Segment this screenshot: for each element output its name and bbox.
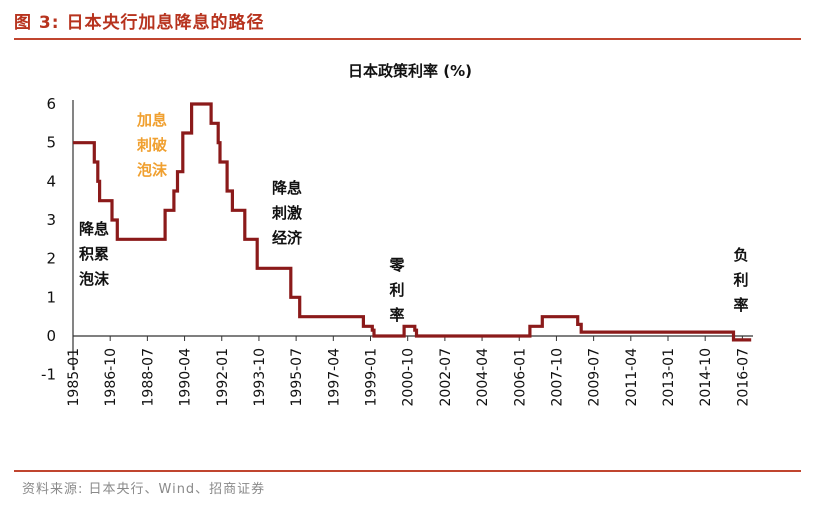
x-tick-label: 2007-10 (549, 348, 565, 407)
y-tick-label: 2 (46, 250, 56, 268)
annotation-line: 降息 (79, 220, 109, 238)
figure-header: 图 3: 日本央行加息降息的路径 (14, 6, 801, 40)
x-tick-label: 2002-07 (438, 348, 454, 407)
y-tick-label: 4 (46, 172, 56, 190)
annotation-line: 泡沫 (137, 161, 168, 179)
x-tick-label: 1990-04 (178, 348, 194, 407)
x-tick-label: 1993-10 (252, 348, 268, 407)
figure-source: 资料来源: 日本央行、Wind、招商证券 (22, 482, 266, 497)
y-tick-label: 5 (46, 134, 56, 152)
annotation-line: 降息 (272, 179, 302, 197)
x-tick-label: 1988-07 (140, 348, 156, 407)
y-tick-label: -1 (41, 366, 56, 384)
x-tick-label: 2000-10 (401, 348, 417, 407)
annotation-line: 零 (388, 256, 405, 274)
annotation: 负利率 (733, 246, 748, 314)
y-tick-label: 6 (46, 95, 56, 113)
annotation-line: 率 (733, 296, 748, 314)
x-tick-label: 2004-04 (475, 348, 491, 407)
figure-title: 图 3: 日本央行加息降息的路径 (14, 13, 265, 33)
annotation-line: 利 (733, 271, 748, 289)
annotation: 加息刺破泡沫 (136, 111, 168, 179)
annotation-line: 刺破 (137, 136, 167, 154)
policy-rate-chart: 日本政策利率 (%) 6 5 4 3 2 1 0 -1 1985-01 1986-10 1988-… (41, 62, 753, 407)
annotation-line: 利 (389, 281, 404, 299)
chart-title: 日本政策利率 (%) (348, 62, 472, 80)
x-tick-marks (72, 336, 743, 341)
x-tick-label: 1985-01 (66, 348, 82, 407)
policy-rate-series (73, 102, 752, 342)
footer-divider (14, 470, 801, 472)
x-tick-label: 1986-10 (103, 348, 119, 407)
x-tick-label: 2009-07 (587, 348, 603, 407)
x-tick-label: 2011-04 (624, 348, 640, 407)
x-tick-label: 1992-01 (215, 348, 231, 407)
x-tick-label: 1999-01 (364, 348, 380, 407)
x-tick-labels: 1985-01 1986-10 1988-07 1990-04 1992-01 1993-… (66, 348, 751, 407)
y-tick-labels: 6 5 4 3 2 1 0 -1 (41, 95, 56, 384)
annotation-line: 加息 (136, 111, 167, 129)
annotation-line: 积累 (79, 245, 109, 263)
annotation: 降息积累泡沫 (79, 220, 110, 288)
annotation-line: 负 (733, 246, 748, 264)
y-tick-label: 0 (46, 327, 56, 345)
annotation: 零利率 (388, 256, 405, 324)
x-tick-label: 2016-07 (735, 348, 751, 407)
annotation: 降息刺激经济 (272, 179, 303, 247)
y-tick-label: 3 (46, 211, 56, 229)
x-tick-label: 1995-07 (289, 348, 305, 407)
annotation-line: 经济 (272, 229, 303, 247)
x-tick-label: 2014-10 (698, 348, 714, 407)
y-tick-label: 1 (46, 288, 56, 306)
x-tick-label: 2013-01 (661, 348, 677, 407)
annotation-line: 泡沫 (79, 270, 110, 288)
annotation-line: 率 (389, 306, 404, 324)
annotation-line: 刺激 (272, 204, 303, 222)
x-tick-label: 1997-04 (326, 348, 342, 407)
x-tick-label: 2006-01 (512, 348, 528, 407)
header-divider (14, 38, 801, 40)
